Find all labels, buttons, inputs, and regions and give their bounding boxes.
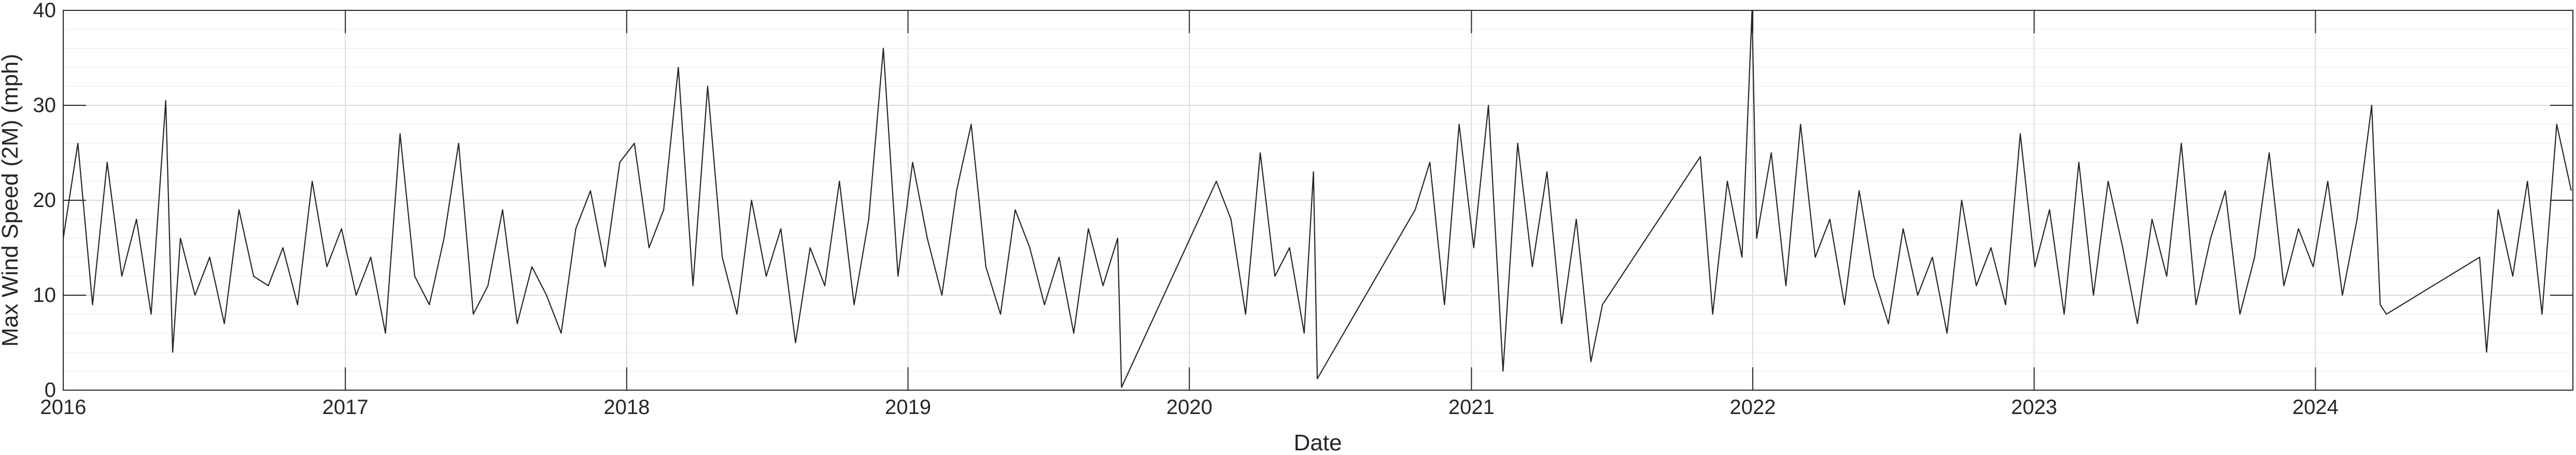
y-tick-label: 40 (33, 0, 57, 22)
x-tick-label: 2021 (1448, 396, 1495, 419)
y-tick-label: 30 (33, 94, 57, 117)
minor-grid (63, 29, 2573, 372)
x-tick-label: 2023 (2011, 396, 2057, 419)
y-tick-label: 20 (33, 189, 57, 212)
wind-speed-line (62, 9, 2572, 388)
x-tick-label: 2018 (603, 396, 650, 419)
x-tick-label: 2022 (1730, 396, 1776, 419)
y-axis-label: Max Wind Speed (2M) (mph) (0, 54, 23, 347)
y-axis-ticks: 0 10 20 30 40 (33, 0, 2573, 402)
x-tick-label: 2017 (322, 396, 369, 419)
x-tick-label: 2024 (2292, 396, 2339, 419)
y-tick-label: 0 (45, 379, 56, 402)
x-tick-label: 2019 (885, 396, 931, 419)
x-axis-label: Date (1294, 430, 1342, 455)
x-tick-label: 2016 (40, 396, 87, 419)
y-tick-label: 10 (33, 284, 57, 307)
x-tick-label: 2020 (1166, 396, 1213, 419)
x-axis-ticks: 2016 2017 2018 2019 2020 2021 2022 2023 2024 (40, 10, 2339, 419)
